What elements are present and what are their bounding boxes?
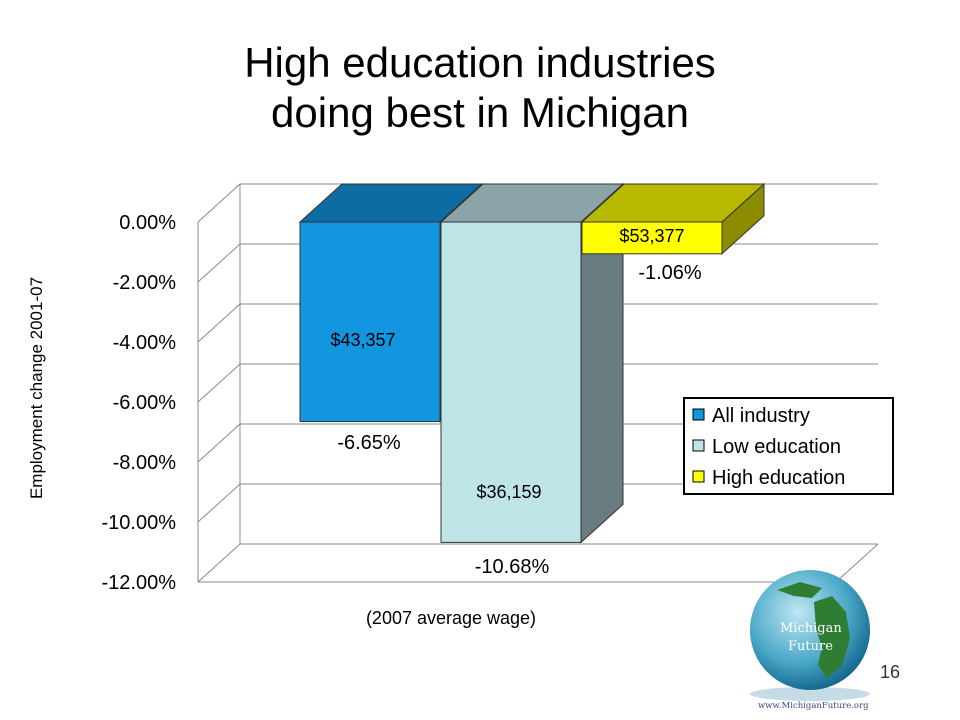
gridline-side — [197, 423, 241, 463]
floor-right-edge — [835, 543, 879, 583]
slide-number: 16 — [879, 662, 900, 682]
bar-wage-label: $43,357 — [330, 330, 395, 350]
y-tick-label: -10.00% — [102, 512, 177, 534]
gridline-side — [197, 183, 241, 223]
gridline-side — [197, 483, 241, 523]
logo-shadow — [750, 687, 870, 701]
bar-value-label: -6.65% — [337, 432, 401, 454]
legend-entry: Low education — [712, 436, 841, 458]
y-tick-label: -4.00% — [113, 332, 177, 354]
y-tick-label: -8.00% — [113, 452, 177, 474]
bar-value-label: -10.68% — [475, 556, 550, 578]
legend-swatch — [692, 470, 705, 483]
logo-text-future: Future — [788, 639, 833, 654]
legend-entry: High education — [712, 467, 845, 489]
bar-3 — [581, 221, 723, 255]
gridline-side — [197, 543, 241, 583]
legend-box — [683, 397, 894, 495]
slide-title: High education industries doing best in … — [0, 38, 960, 138]
bar-wage-label: $53,377 — [619, 226, 684, 246]
bar-value-label: -1.06% — [638, 262, 702, 284]
legend-swatch — [692, 439, 705, 452]
upper-peninsula-shape — [777, 582, 822, 598]
title-line-2: doing best in Michigan — [271, 89, 689, 136]
gridline-side — [197, 363, 241, 403]
bar-1 — [299, 221, 441, 422]
x-axis-label: (2007 average wage) — [366, 608, 536, 628]
y-axis-label: Employment change 2001-07 — [27, 277, 46, 499]
legend-swatch — [692, 408, 705, 421]
legend-entry: All industry — [712, 405, 810, 427]
logo-url: www.MichiganFuture.org — [758, 701, 869, 711]
bar-2 — [440, 221, 582, 543]
y-tick-label: -12.00% — [102, 572, 177, 594]
logo-text-michigan: Michigan — [780, 621, 842, 636]
michigan-future-logo: Michigan Future www.MichiganFuture.org — [750, 570, 870, 711]
title-line-1: High education industries — [244, 39, 716, 86]
y-tick-label: 0.00% — [119, 212, 176, 234]
y-tick-label: -2.00% — [113, 272, 177, 294]
y-tick-label: -6.00% — [113, 392, 177, 414]
gridline-side — [197, 243, 241, 283]
lower-peninsula-shape — [814, 596, 850, 678]
gridline-side — [197, 303, 241, 343]
bar-wage-label: $36,159 — [476, 482, 541, 502]
